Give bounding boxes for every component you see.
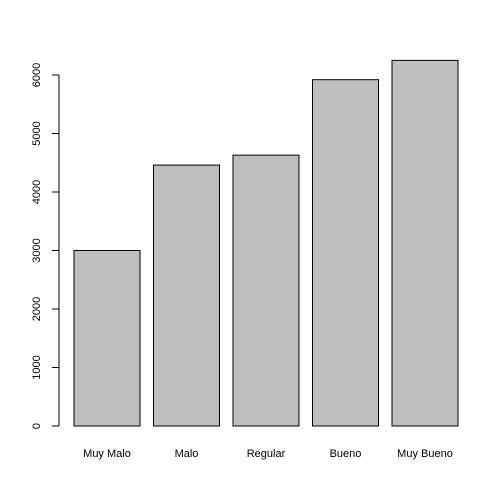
y-axis: 0 1000 2000 3000 4000 5000 6000 xyxy=(31,63,60,429)
bar-muy-bueno xyxy=(391,59,459,427)
bar-regular xyxy=(232,154,300,427)
bar-bueno xyxy=(312,79,379,427)
bar-malo xyxy=(153,164,220,427)
bars xyxy=(73,59,459,427)
x-axis-labels: Muy Malo Malo Regular Bueno Muy Bueno xyxy=(83,448,453,460)
x-category-label: Muy Malo xyxy=(83,448,131,460)
x-category-label: Regular xyxy=(247,448,286,460)
x-category-label: Bueno xyxy=(330,448,362,460)
x-category-label: Muy Bueno xyxy=(397,448,453,460)
bar-muy-malo xyxy=(73,250,141,427)
y-tick-label: 4000 xyxy=(31,180,43,204)
y-tick-label: 3000 xyxy=(31,238,43,262)
y-tick-label: 0 xyxy=(31,423,43,429)
x-category-label: Malo xyxy=(175,448,199,460)
y-tick-label: 1000 xyxy=(31,355,43,379)
y-tick-label: 5000 xyxy=(31,121,43,145)
y-tick-label: 2000 xyxy=(31,297,43,321)
y-tick-label: 6000 xyxy=(31,63,43,87)
